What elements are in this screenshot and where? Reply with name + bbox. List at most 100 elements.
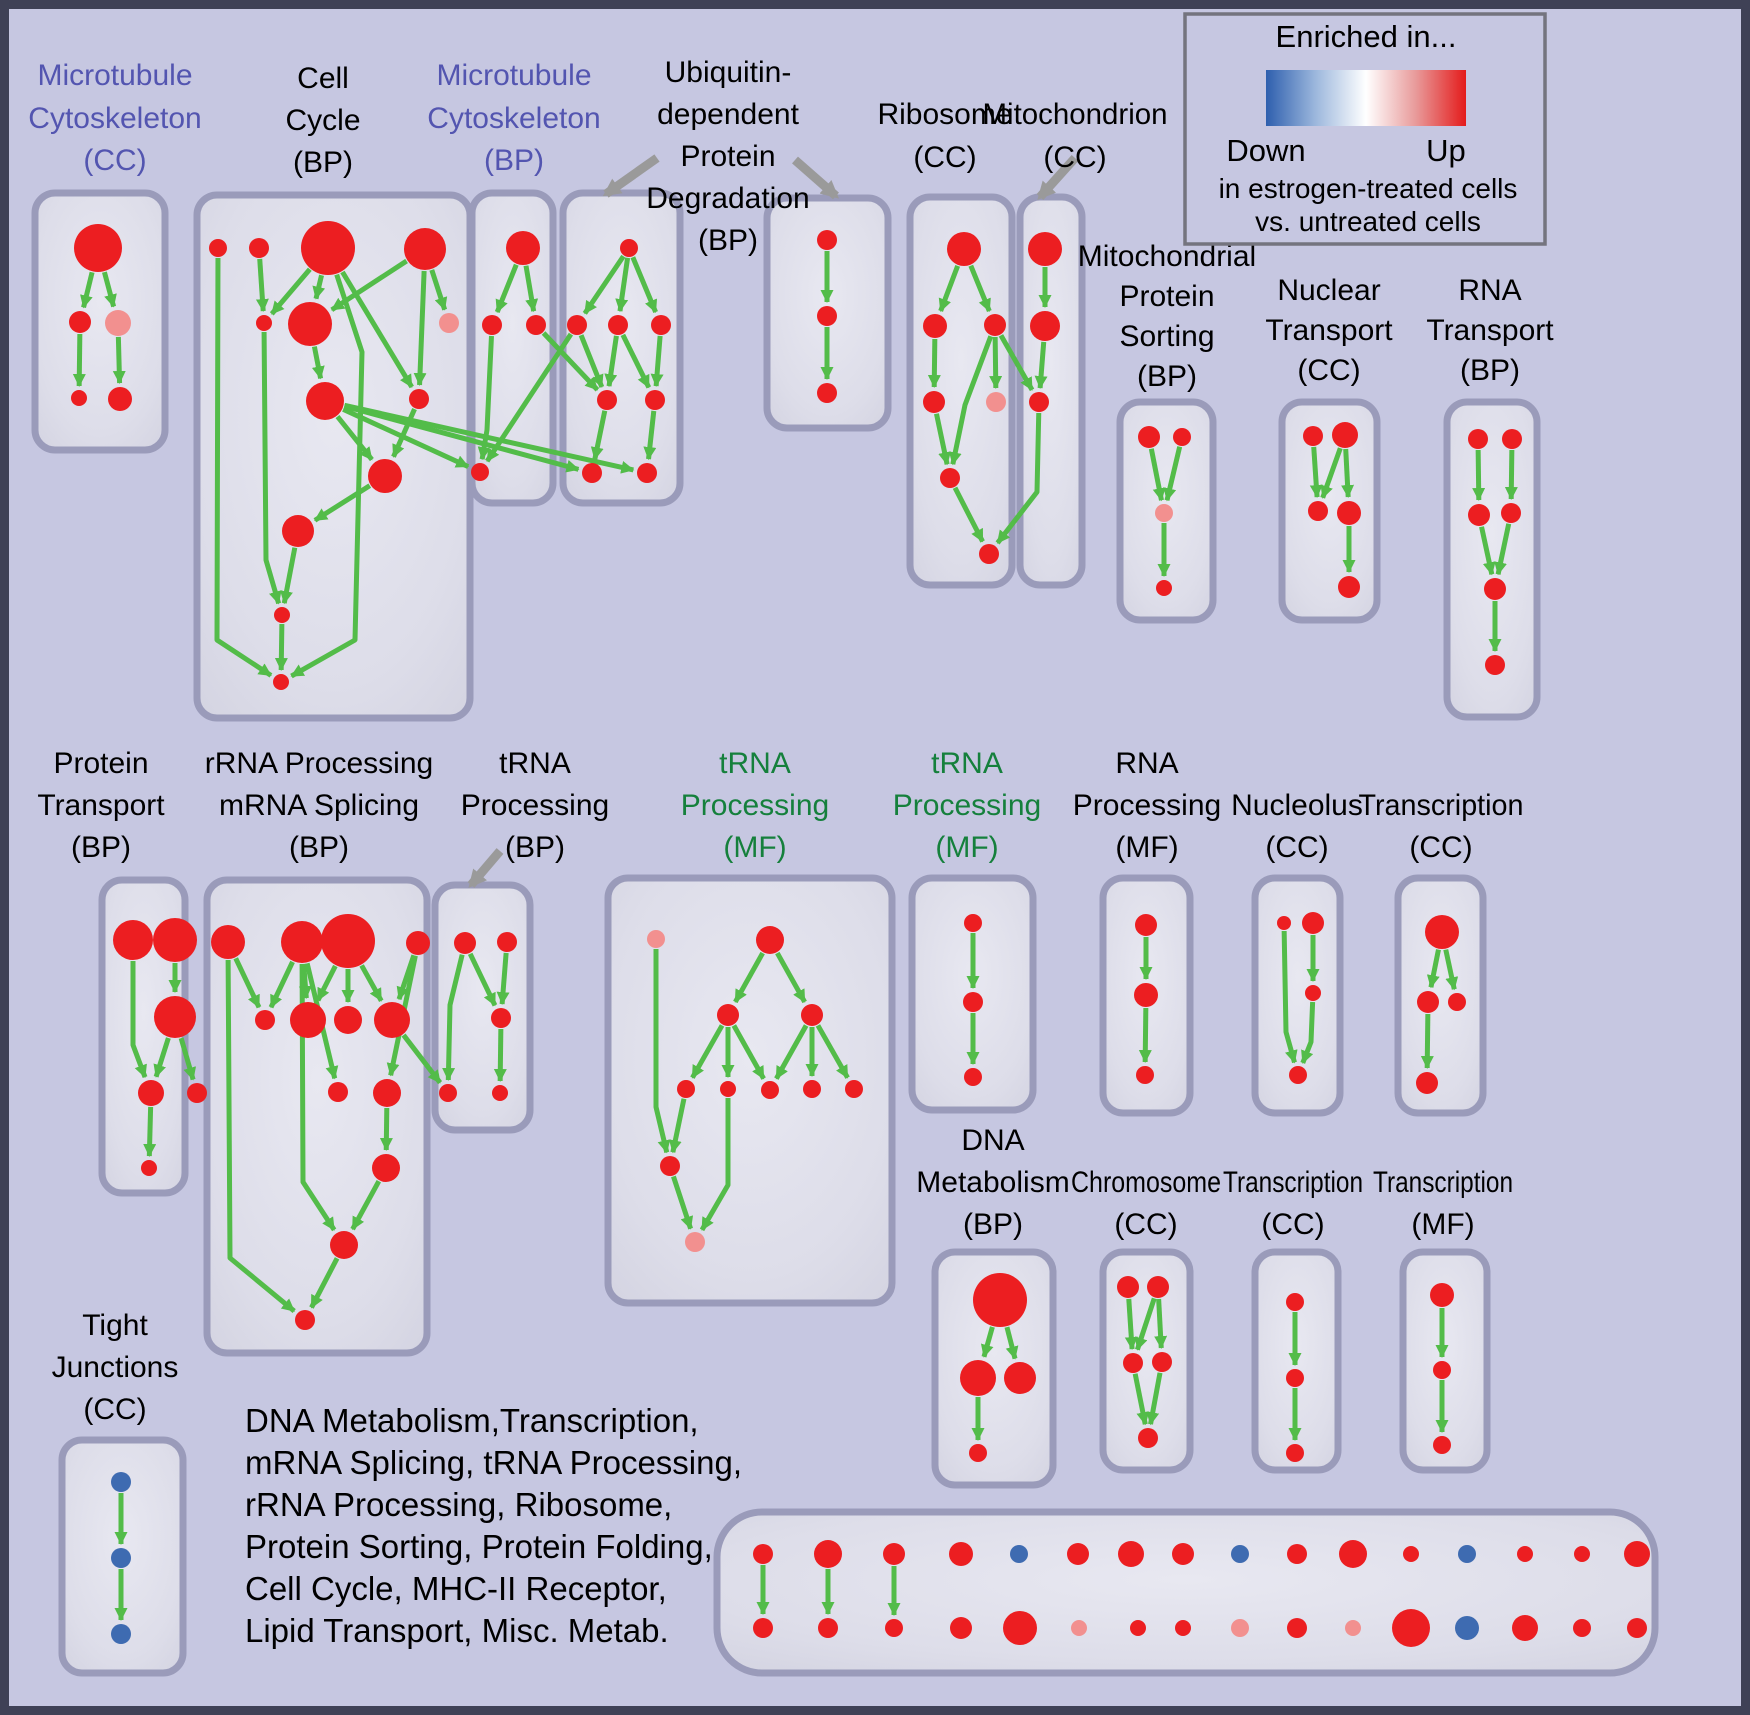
transcription-cc-middle-label: Transcription (CC): [1359, 789, 1524, 864]
cluster-label-line: (CC): [1265, 831, 1328, 864]
go-term-node: [660, 1156, 680, 1176]
cluster-label-line: Microtubule: [436, 59, 591, 92]
ubiquitin-right-arrow: [792, 156, 840, 200]
go-term-node: [153, 918, 197, 962]
chromosome-cc-box: [1099, 1248, 1194, 1474]
go-term-node: [1003, 1611, 1037, 1645]
cluster-label-line: Metabolism: [916, 1166, 1069, 1199]
edge-arrow: [523, 265, 539, 313]
edge-arrow: [343, 402, 635, 474]
go-term-node: [1485, 655, 1505, 675]
go-term-node: [720, 1081, 736, 1097]
cluster-label-line: Nucleolus: [1231, 789, 1363, 822]
edge-arrow: [143, 1106, 157, 1158]
cluster-label-line: Protein: [1119, 280, 1214, 313]
edge-arrow: [774, 1024, 809, 1080]
legend: Enriched in... Down Up in estrogen-treated …: [1183, 12, 1547, 246]
go-term-node: [940, 468, 960, 488]
edge-arrow: [496, 952, 510, 1006]
edge-arrow: [1163, 446, 1183, 502]
cluster-label-line: (CC): [83, 1393, 146, 1426]
cluster-label-line: Cell: [297, 62, 349, 95]
go-term-node: [491, 1008, 511, 1028]
go-term-node: [1123, 1353, 1143, 1373]
cluster-label-line: (CC): [1261, 1208, 1324, 1241]
edge-arrow: [396, 954, 417, 1001]
edge-arrow: [178, 1037, 197, 1081]
cluster-label-line: Mitochondrion: [983, 98, 1168, 131]
go-term-node: [1138, 1428, 1158, 1448]
edge-arrow: [391, 408, 417, 458]
legend-gradient-bar: [1266, 70, 1466, 126]
edge-arrow: [775, 951, 807, 1004]
edge-arrow: [1504, 449, 1518, 501]
go-term-node: [290, 1002, 326, 1038]
edge-arrow: [995, 412, 1042, 545]
edge-arrow: [340, 270, 414, 389]
go-term-node: [404, 228, 446, 270]
edge-arrow: [668, 1098, 687, 1154]
nuclear-transport-cc-box: [1278, 398, 1381, 624]
edge-arrow: [233, 957, 262, 1009]
cluster-label-line: RNA: [1115, 747, 1178, 780]
ubiquitin-left-arrow: [602, 154, 660, 198]
go-term-node: [801, 1004, 823, 1026]
go-term-node: [1004, 1362, 1036, 1394]
cluster-label-line: Processing: [893, 789, 1041, 822]
go-term-node: [1134, 983, 1158, 1007]
edge-arrow: [80, 271, 95, 309]
go-term-node: [753, 1544, 773, 1564]
legend-box: [1183, 12, 1547, 246]
go-term-node: [1289, 1066, 1307, 1084]
go-term-node: [883, 1543, 905, 1565]
cluster-label-line: (BP): [484, 144, 544, 177]
rrna-processing-mrna-splicing-bp-label: rRNA Processing mRNA Splicing (BP): [205, 747, 433, 864]
go-term-node: [330, 1231, 358, 1259]
ribosome-cc-box: [906, 193, 1016, 589]
edge-arrow: [342, 407, 470, 469]
cluster-label-line: Cytoskeleton: [427, 102, 600, 135]
go-term-node: [1338, 576, 1360, 598]
edge-arrow: [1132, 1373, 1150, 1426]
go-term-node: [845, 1080, 863, 1098]
go-term-node: [1287, 1544, 1307, 1564]
cluster-label-line: (MF): [935, 831, 998, 864]
go-term-node: [105, 310, 131, 336]
go-term-node: [373, 1079, 401, 1107]
cluster-label-line: dependent: [657, 98, 799, 131]
legend-up-label: Up: [1426, 133, 1466, 168]
edge-arrow: [269, 267, 312, 316]
cluster-label-line: (BP): [293, 146, 353, 179]
cluster-label-line: Protein: [53, 747, 148, 780]
edge-arrow: [72, 333, 86, 388]
edge-arrow: [699, 1098, 731, 1232]
edge-arrow: [261, 331, 282, 605]
cell-cycle-bp-label: Cell Cycle (BP): [285, 62, 360, 179]
go-term-node: [1337, 501, 1361, 525]
edge-arrow: [130, 961, 148, 1079]
go-term-node: [406, 931, 430, 955]
dna-metabolism-bp-label: DNA Metabolism (BP): [916, 1124, 1069, 1241]
edge-arrow: [268, 960, 295, 1009]
edge-arrow: [315, 964, 338, 1002]
edge-arrow: [1443, 949, 1459, 991]
go-term-node: [273, 674, 289, 690]
mitochondrion-cc-label: Mitochondrion (CC): [983, 98, 1168, 174]
edge-arrow: [335, 415, 374, 462]
cluster-label-line: tRNA: [719, 747, 791, 780]
go-term-node: [1135, 914, 1157, 936]
microtubule-cytoskeleton-bp-box: [468, 189, 557, 507]
go-term-node: [1286, 1369, 1304, 1387]
cluster-label-line: Transcription: [1223, 1166, 1363, 1199]
go-term-node: [597, 390, 617, 410]
cluster-label-line: Degradation: [646, 182, 809, 215]
cluster-label-line: (CC): [1409, 831, 1472, 864]
edge-arrow: [1479, 526, 1496, 576]
edge-arrow: [343, 403, 580, 473]
edge-arrow: [467, 952, 498, 1007]
go-term-node: [281, 921, 323, 963]
go-term-node: [814, 1540, 842, 1568]
go-term-node: [1286, 1293, 1304, 1311]
